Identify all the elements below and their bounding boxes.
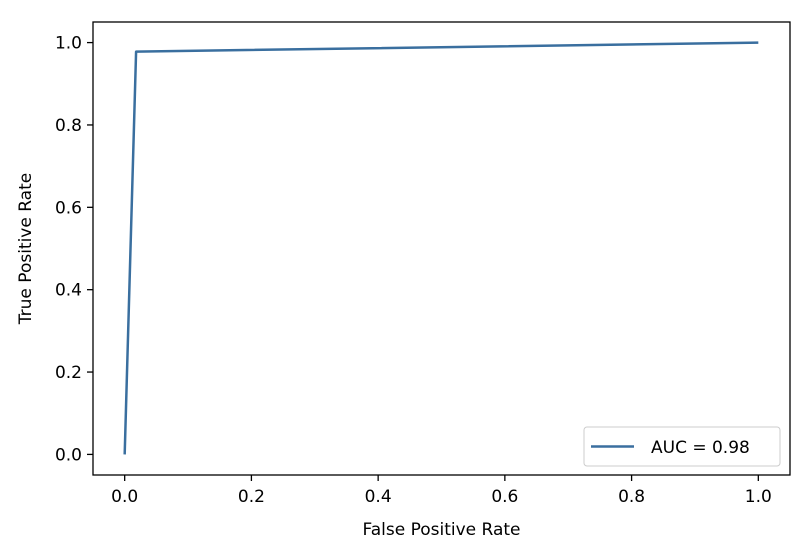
plot-area xyxy=(93,22,790,475)
y-axis-label: True Positive Rate xyxy=(16,173,36,325)
series-lines xyxy=(123,41,759,455)
x-axis-ticks: 0.0 0.2 0.4 0.6 0.8 1.0 xyxy=(111,475,772,507)
legend: AUC = 0.98 xyxy=(583,426,781,467)
plot-frame xyxy=(92,21,791,476)
y-tick-label: 0.4 xyxy=(55,281,82,301)
x-tick-label: 0.8 xyxy=(618,487,645,507)
y-tick-label: 1.0 xyxy=(55,34,82,54)
series-line-0 xyxy=(123,41,759,455)
x-tick-label: 1.0 xyxy=(745,487,772,507)
y-tick-label: 0.8 xyxy=(55,116,82,136)
y-tick-label: 0.0 xyxy=(55,445,82,465)
y-tick-label: 0.6 xyxy=(55,198,82,218)
y-axis-ticks: 0.0 0.2 0.4 0.6 0.8 1.0 xyxy=(55,34,93,465)
legend-entry-label: AUC = 0.98 xyxy=(651,438,750,458)
y-tick-label: 0.2 xyxy=(55,363,82,383)
x-tick-label: 0.6 xyxy=(491,487,518,507)
x-tick-label: 0.4 xyxy=(365,487,392,507)
legend-box xyxy=(583,426,781,467)
x-tick-label: 0.0 xyxy=(111,487,138,507)
x-tick-label: 0.2 xyxy=(238,487,265,507)
x-axis-label: False Positive Rate xyxy=(363,520,521,540)
